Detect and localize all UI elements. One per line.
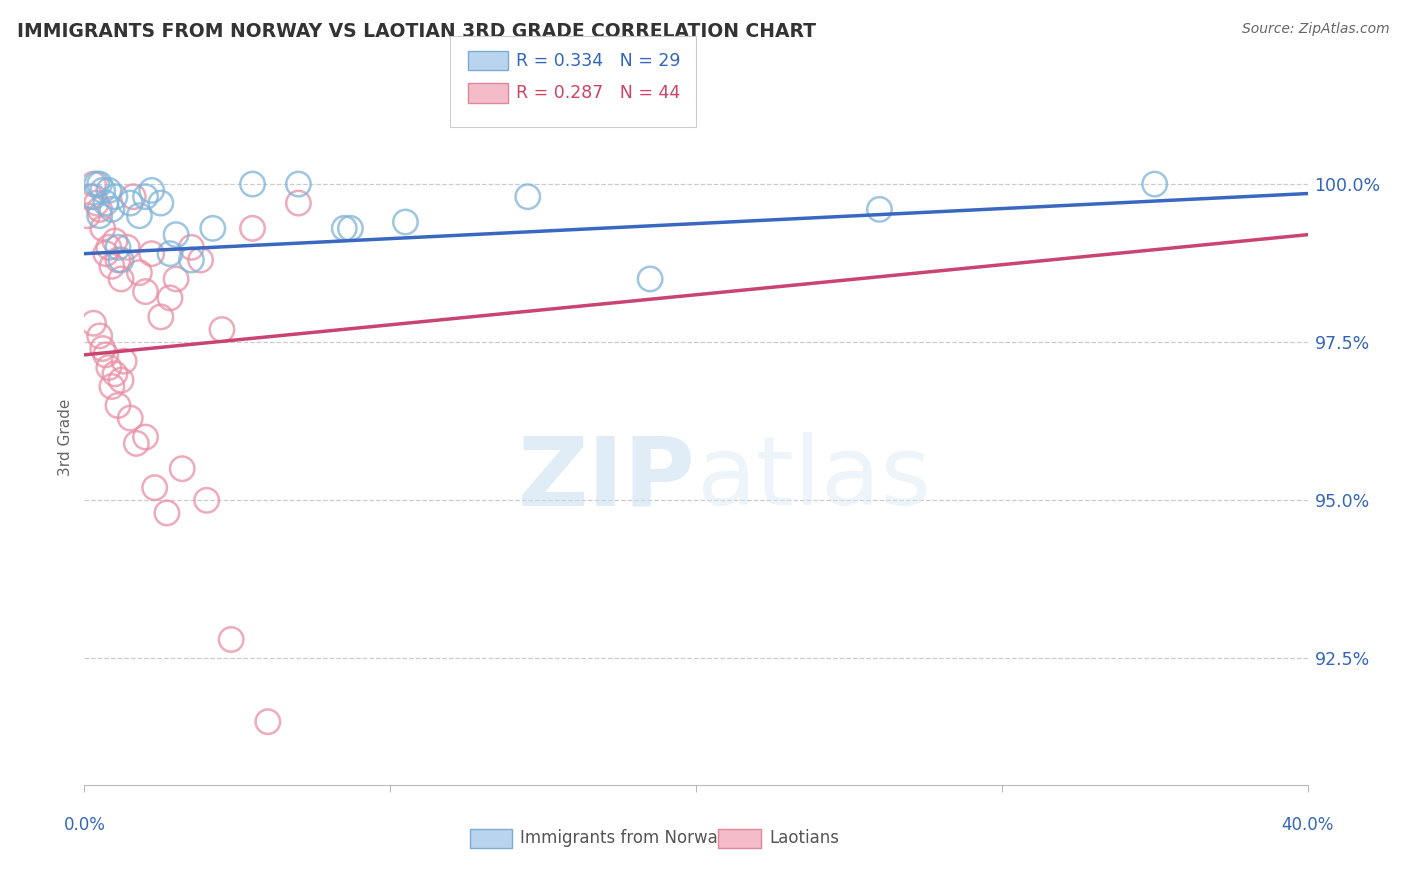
Text: 40.0%: 40.0% xyxy=(1281,816,1334,834)
Point xyxy=(339,221,361,235)
Point xyxy=(104,190,127,204)
Point xyxy=(135,285,157,299)
Point xyxy=(159,246,181,260)
Point xyxy=(242,177,264,191)
Point xyxy=(141,183,163,197)
Point xyxy=(110,272,132,286)
Text: IMMIGRANTS FROM NORWAY VS LAOTIAN 3RD GRADE CORRELATION CHART: IMMIGRANTS FROM NORWAY VS LAOTIAN 3RD GR… xyxy=(17,22,815,41)
Point xyxy=(195,493,218,508)
Point xyxy=(287,177,309,191)
Point xyxy=(107,240,129,254)
Text: 0.0%: 0.0% xyxy=(63,816,105,834)
Point xyxy=(91,221,114,235)
Point xyxy=(516,190,538,204)
Point xyxy=(156,506,179,520)
Point xyxy=(211,322,233,336)
Point xyxy=(110,373,132,387)
Point xyxy=(86,196,108,211)
Text: ZIP: ZIP xyxy=(517,433,696,525)
Point xyxy=(180,240,202,254)
Point xyxy=(141,246,163,260)
Point xyxy=(94,246,117,260)
Point xyxy=(135,190,157,204)
Point xyxy=(83,190,105,204)
Point xyxy=(128,266,150,280)
Point xyxy=(165,227,187,242)
Point xyxy=(190,252,212,267)
Point xyxy=(201,221,224,235)
Y-axis label: 3rd Grade: 3rd Grade xyxy=(58,399,73,475)
Point xyxy=(638,272,661,286)
Point xyxy=(101,260,124,274)
Point xyxy=(149,310,172,324)
Point xyxy=(104,234,127,248)
Text: Immigrants from Norway: Immigrants from Norway xyxy=(520,830,728,847)
Point xyxy=(94,196,117,211)
Point xyxy=(172,461,194,475)
Point xyxy=(333,221,356,235)
Point xyxy=(112,354,135,368)
Point xyxy=(89,329,111,343)
Point xyxy=(104,367,127,381)
Point xyxy=(287,196,309,211)
Point xyxy=(110,252,132,267)
Point xyxy=(219,632,242,647)
Point xyxy=(122,190,145,204)
Point xyxy=(135,430,157,444)
Point xyxy=(180,252,202,267)
Point xyxy=(120,196,142,211)
Point xyxy=(76,209,98,223)
Point xyxy=(83,316,105,330)
Point xyxy=(1143,177,1166,191)
Point xyxy=(107,399,129,413)
Point xyxy=(107,252,129,267)
Point xyxy=(159,291,181,305)
Point xyxy=(242,221,264,235)
Point xyxy=(394,215,416,229)
Point xyxy=(89,202,111,217)
Point xyxy=(97,183,120,197)
Point xyxy=(86,177,108,191)
Point xyxy=(115,240,138,254)
Point xyxy=(89,209,111,223)
Point xyxy=(91,183,114,197)
Text: R = 0.334   N = 29: R = 0.334 N = 29 xyxy=(516,52,681,70)
Point xyxy=(101,379,124,393)
Point xyxy=(79,190,101,204)
Point xyxy=(869,202,891,217)
Point xyxy=(89,177,111,191)
Point xyxy=(94,348,117,362)
Point xyxy=(120,411,142,425)
Point xyxy=(128,209,150,223)
Text: Laotians: Laotians xyxy=(769,830,839,847)
Point xyxy=(101,202,124,217)
Point xyxy=(97,360,120,375)
Point xyxy=(125,436,148,450)
Point xyxy=(257,714,280,729)
Text: atlas: atlas xyxy=(696,433,931,525)
Point xyxy=(97,240,120,254)
Text: Source: ZipAtlas.com: Source: ZipAtlas.com xyxy=(1241,22,1389,37)
Text: R = 0.287   N = 44: R = 0.287 N = 44 xyxy=(516,84,681,102)
Point xyxy=(91,342,114,356)
Point xyxy=(149,196,172,211)
Point xyxy=(165,272,187,286)
Point xyxy=(143,481,166,495)
Point xyxy=(83,177,105,191)
